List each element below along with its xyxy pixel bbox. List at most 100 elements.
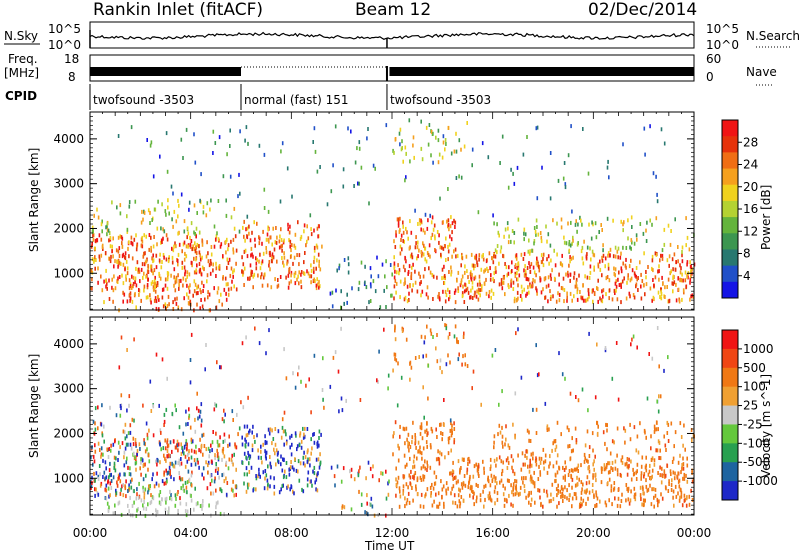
- power-point: [161, 260, 163, 264]
- velocity-point: [231, 453, 233, 458]
- power-point: [521, 297, 523, 302]
- power-point: [579, 290, 581, 294]
- power-point: [645, 275, 647, 280]
- velocity-point: [680, 494, 683, 499]
- velocity-point: [266, 440, 268, 445]
- power-point: [670, 269, 672, 274]
- velocity-point: [199, 437, 201, 442]
- velocity-point: [213, 479, 216, 484]
- nsky-trace: [89, 30, 695, 48]
- power-point: [549, 289, 551, 294]
- power-point: [161, 202, 163, 207]
- velocity-point: [640, 497, 642, 501]
- power-point: [405, 226, 407, 231]
- power-point: [143, 252, 145, 257]
- power-point: [660, 296, 663, 301]
- velocity-point: [440, 479, 442, 484]
- velocity-point: [268, 328, 270, 333]
- velocity-point: [475, 499, 478, 504]
- velocity-point: [500, 459, 503, 464]
- power-point: [640, 272, 642, 277]
- power-point: [286, 166, 289, 171]
- power-point: [507, 226, 509, 231]
- power-point: [424, 212, 427, 217]
- power-point: [172, 224, 174, 229]
- power-point: [305, 243, 307, 248]
- power-point: [196, 242, 199, 247]
- velocity-point: [569, 391, 572, 396]
- velocity-point: [435, 492, 437, 497]
- velocity-point: [97, 426, 99, 431]
- velocity-point: [397, 458, 400, 463]
- power-point: [417, 240, 419, 245]
- velocity-point: [645, 478, 647, 483]
- power-point: [487, 269, 489, 273]
- velocity-colorbar-swatch: [722, 481, 738, 501]
- power-point: [630, 238, 633, 243]
- velocity-point: [115, 456, 117, 461]
- power-point: [635, 282, 638, 287]
- velocity-point: [577, 463, 580, 468]
- power-point: [526, 291, 528, 296]
- velocity-point: [653, 495, 655, 500]
- velocity-point: [306, 427, 309, 431]
- velocity-point: [625, 483, 628, 487]
- velocity-point: [413, 454, 416, 459]
- velocity-point: [128, 403, 130, 408]
- power-point: [92, 237, 95, 242]
- velocity-point: [403, 474, 406, 479]
- velocity-point: [106, 501, 109, 506]
- power-point: [251, 252, 253, 257]
- velocity-point: [493, 458, 496, 463]
- power-point: [165, 306, 167, 311]
- power-point: [562, 176, 565, 181]
- velocity-point: [180, 461, 183, 466]
- power-point: [158, 271, 160, 276]
- power-point: [461, 291, 464, 296]
- power-point: [556, 221, 558, 226]
- velocity-point: [142, 464, 145, 468]
- velocity-point: [621, 460, 624, 465]
- velocity-point: [247, 442, 250, 447]
- power-point: [474, 275, 477, 280]
- velocity-point: [143, 495, 146, 500]
- power-point: [467, 275, 469, 280]
- power-point: [175, 219, 178, 224]
- velocity-point: [341, 504, 344, 509]
- power-point: [229, 144, 231, 148]
- power-point: [140, 220, 143, 225]
- power-point: [470, 277, 473, 282]
- power-point: [517, 261, 520, 266]
- power-point: [592, 288, 594, 293]
- velocity-point: [424, 466, 427, 471]
- power-point: [620, 282, 622, 287]
- power-point: [475, 256, 478, 261]
- velocity-point: [420, 478, 423, 482]
- velocity-point: [630, 342, 632, 347]
- power-point: [411, 265, 413, 270]
- power-point: [153, 298, 156, 303]
- power-point: [488, 251, 491, 256]
- velocity-point: [378, 349, 380, 354]
- power-point: [640, 296, 643, 301]
- velocity-point: [215, 505, 217, 510]
- power-point: [126, 266, 129, 271]
- power-point: [308, 274, 311, 279]
- power-point: [599, 267, 602, 272]
- power-point: [564, 182, 567, 187]
- velocity-point: [648, 352, 650, 356]
- velocity-point: [300, 439, 303, 444]
- power-point: [346, 300, 348, 305]
- velocity-point: [246, 482, 249, 487]
- power-point: [586, 252, 588, 257]
- power-point: [338, 266, 340, 271]
- power-point: [464, 282, 466, 287]
- velocity-point: [534, 458, 537, 463]
- power-point: [438, 152, 441, 157]
- power-point: [313, 269, 315, 274]
- power-point: [443, 244, 446, 248]
- velocity-point: [626, 464, 629, 469]
- velocity-point: [106, 447, 108, 452]
- power-point: [457, 270, 460, 275]
- velocity-point: [420, 466, 423, 471]
